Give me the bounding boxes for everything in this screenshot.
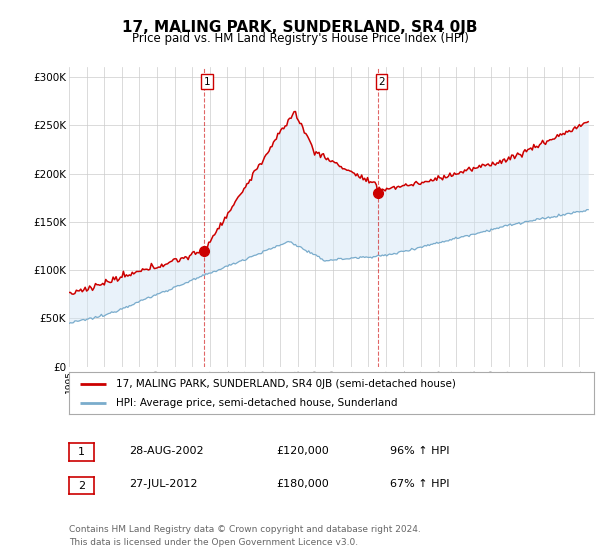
Text: 17, MALING PARK, SUNDERLAND, SR4 0JB (semi-detached house): 17, MALING PARK, SUNDERLAND, SR4 0JB (se… [116,379,456,389]
Text: 67% ↑ HPI: 67% ↑ HPI [390,479,449,489]
Text: 27-JUL-2012: 27-JUL-2012 [129,479,197,489]
Text: £120,000: £120,000 [276,446,329,456]
Text: 1: 1 [203,77,210,87]
Text: Contains HM Land Registry data © Crown copyright and database right 2024.
This d: Contains HM Land Registry data © Crown c… [69,525,421,547]
Text: HPI: Average price, semi-detached house, Sunderland: HPI: Average price, semi-detached house,… [116,398,398,408]
Text: 1: 1 [78,447,85,457]
Text: 2: 2 [378,77,385,87]
Text: Price paid vs. HM Land Registry's House Price Index (HPI): Price paid vs. HM Land Registry's House … [131,32,469,45]
Text: 2: 2 [78,480,85,491]
Text: 96% ↑ HPI: 96% ↑ HPI [390,446,449,456]
Text: 28-AUG-2002: 28-AUG-2002 [129,446,203,456]
Text: £180,000: £180,000 [276,479,329,489]
Text: 17, MALING PARK, SUNDERLAND, SR4 0JB: 17, MALING PARK, SUNDERLAND, SR4 0JB [122,20,478,35]
